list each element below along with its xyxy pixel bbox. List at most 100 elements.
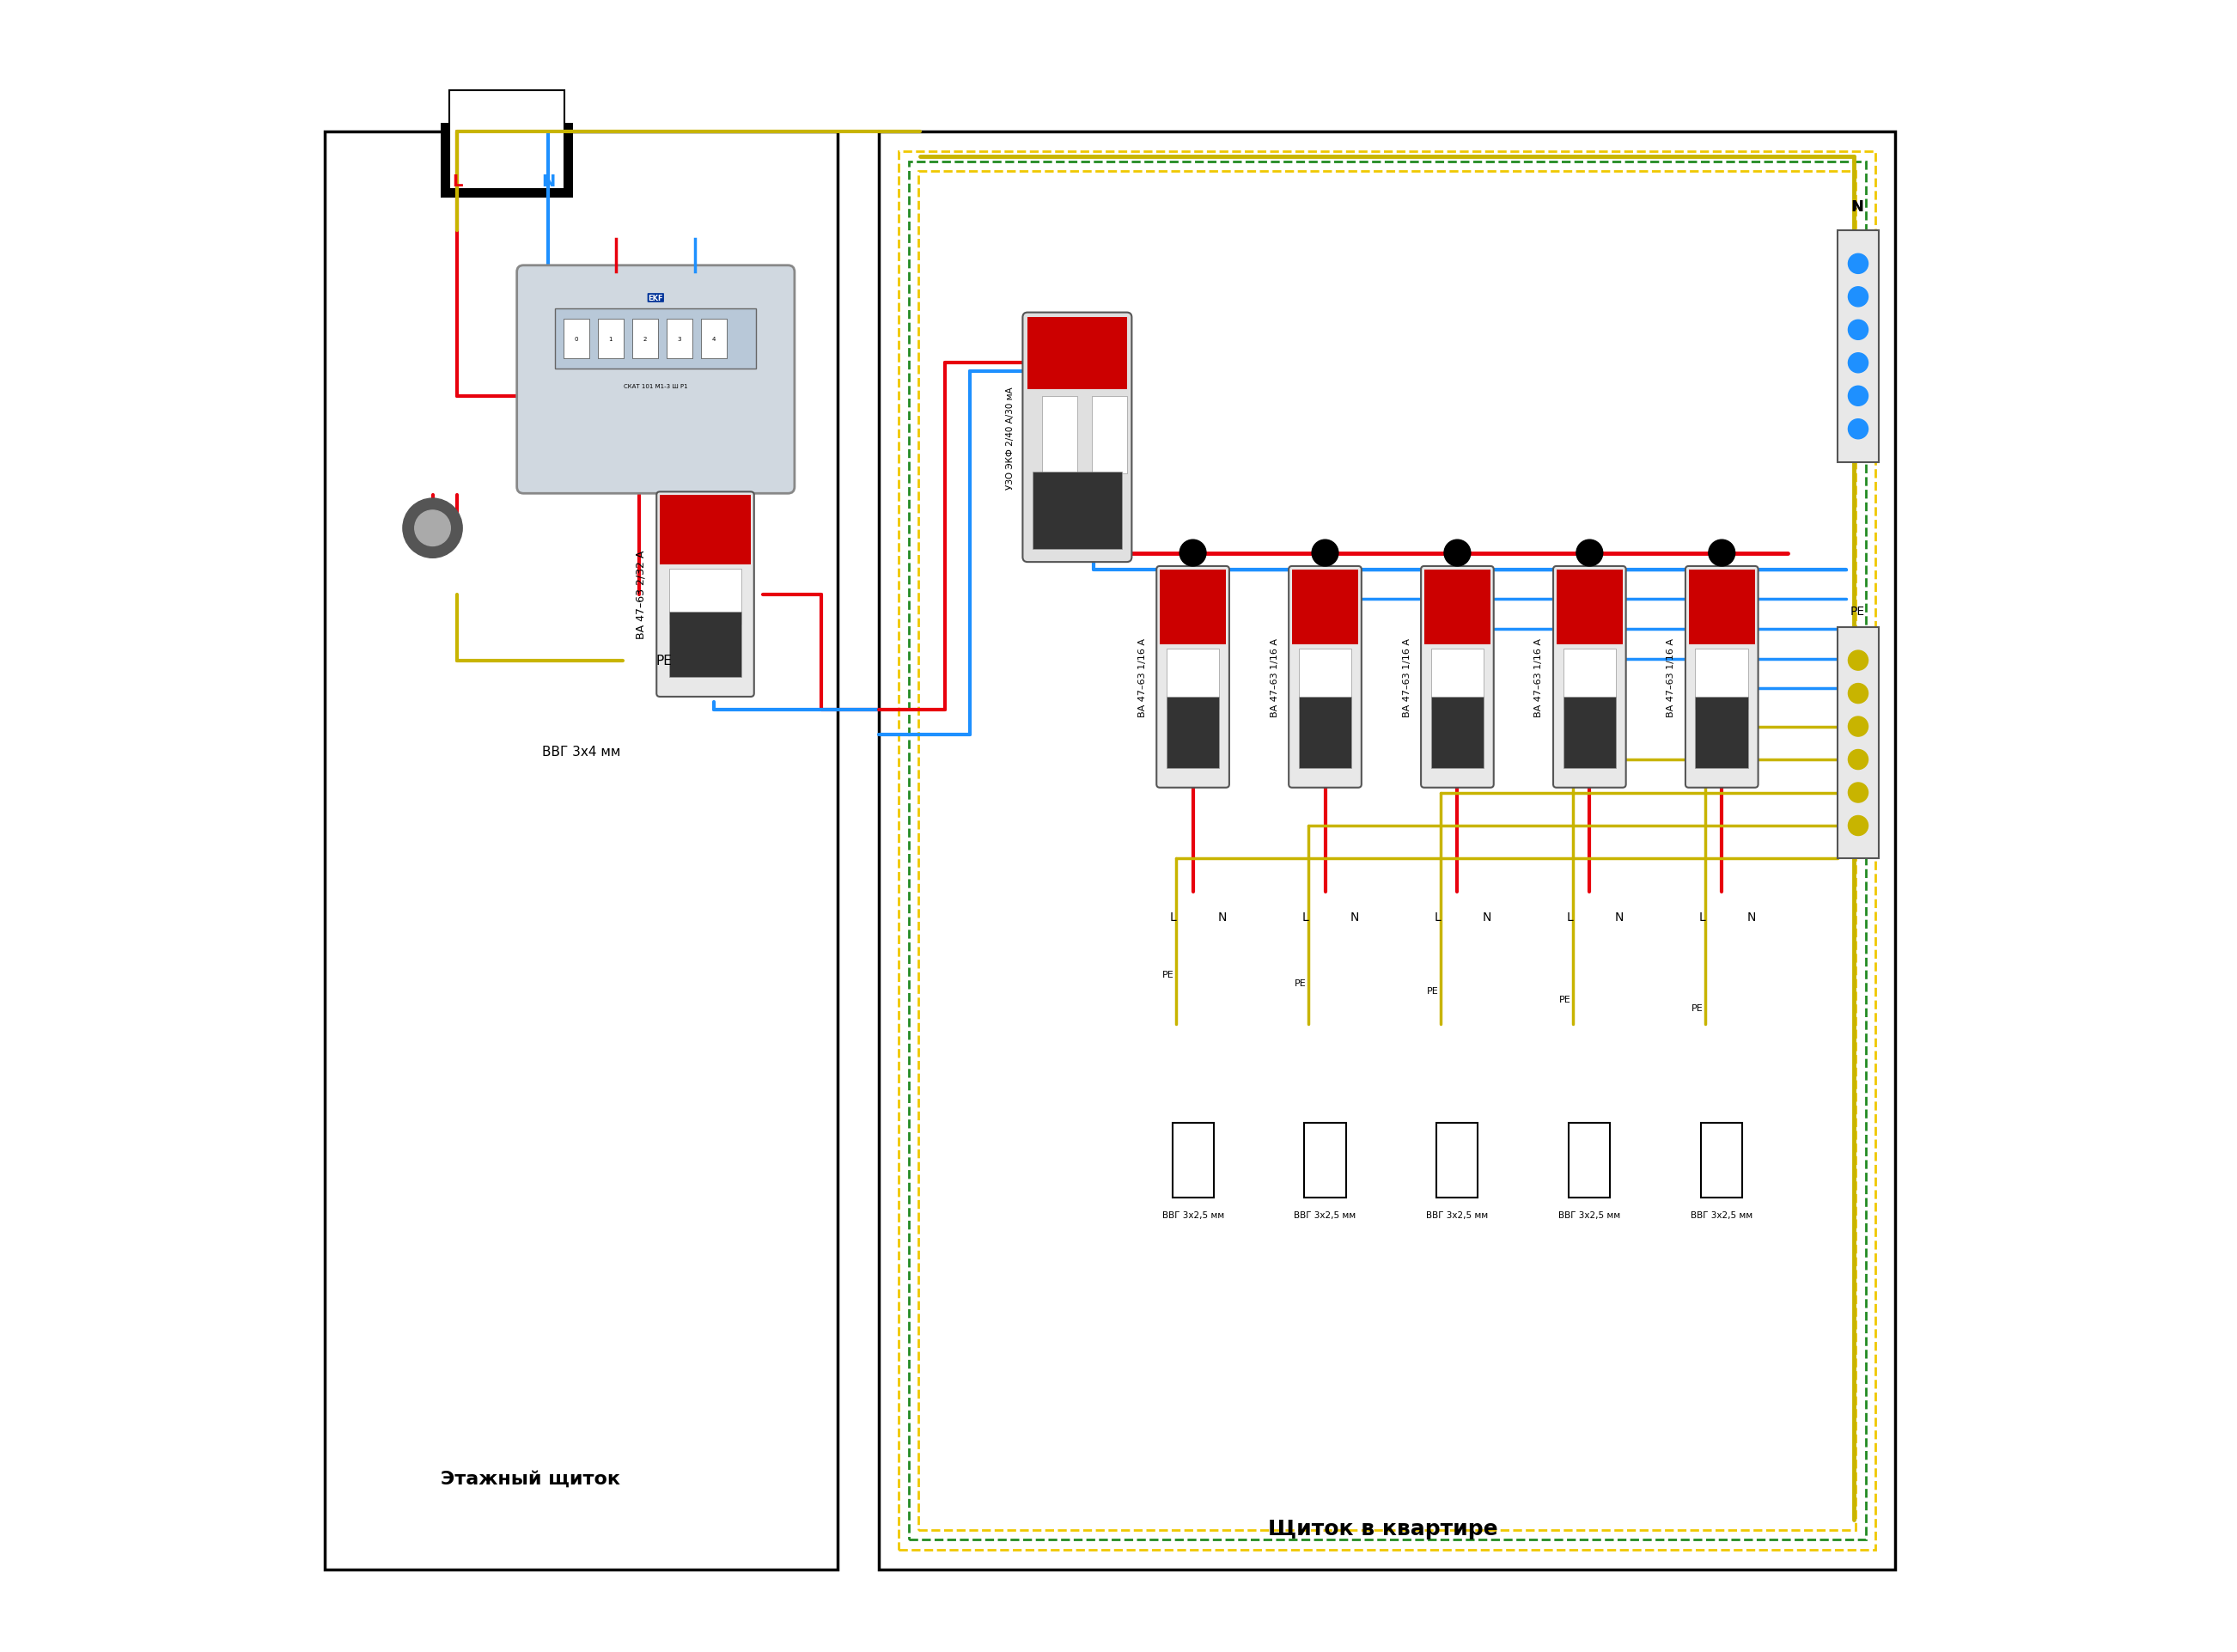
Bar: [1568, 1123, 1611, 1198]
FancyBboxPatch shape: [517, 266, 794, 494]
Text: L: L: [1302, 910, 1309, 923]
Text: PE: PE: [655, 654, 671, 667]
Circle shape: [1179, 540, 1206, 567]
Bar: [1432, 697, 1483, 768]
FancyBboxPatch shape: [655, 492, 754, 697]
FancyBboxPatch shape: [1420, 567, 1494, 788]
Text: EKF: EKF: [649, 294, 664, 302]
Circle shape: [1848, 254, 1868, 274]
Bar: [1033, 472, 1121, 550]
Text: N: N: [541, 173, 555, 190]
Circle shape: [1848, 387, 1868, 406]
Circle shape: [414, 510, 450, 547]
Bar: [324, 132, 837, 1569]
Text: ВВГ 3х2,5 мм: ВВГ 3х2,5 мм: [1161, 1211, 1224, 1219]
Bar: [1293, 570, 1358, 646]
Bar: [879, 132, 1895, 1569]
Bar: [660, 496, 752, 565]
Bar: [555, 309, 756, 370]
Bar: [450, 91, 564, 190]
Text: PE: PE: [1850, 605, 1866, 618]
Circle shape: [1848, 717, 1868, 737]
Bar: [1700, 1123, 1743, 1198]
Bar: [1165, 697, 1219, 768]
Bar: [1425, 570, 1490, 646]
Bar: [1689, 570, 1754, 646]
Text: N: N: [1850, 198, 1863, 215]
Text: N: N: [1483, 910, 1492, 923]
Bar: [1837, 231, 1879, 463]
Bar: [700, 320, 727, 358]
Text: СКАТ 101 М1-3 Ш Р1: СКАТ 101 М1-3 Ш Р1: [624, 383, 687, 388]
Bar: [1696, 697, 1749, 768]
Bar: [441, 124, 573, 198]
Bar: [908, 162, 1866, 1540]
Text: ВА 47–63 1/16 А: ВА 47–63 1/16 А: [1667, 638, 1676, 717]
Text: ВА 47–63 1/16 А: ВА 47–63 1/16 А: [1139, 638, 1148, 717]
Bar: [899, 152, 1875, 1550]
Circle shape: [1848, 816, 1868, 836]
Text: N: N: [1854, 203, 1861, 211]
Text: N: N: [1219, 910, 1228, 923]
Bar: [1027, 317, 1127, 390]
Bar: [1436, 1123, 1479, 1198]
Text: L: L: [1698, 910, 1705, 923]
Circle shape: [403, 499, 463, 558]
FancyBboxPatch shape: [1022, 314, 1132, 563]
Bar: [1837, 628, 1879, 859]
Bar: [1300, 649, 1351, 710]
Text: N: N: [1747, 910, 1756, 923]
Circle shape: [1848, 420, 1868, 439]
Text: ВВГ 3х2,5 мм: ВВГ 3х2,5 мм: [1559, 1211, 1620, 1219]
Text: PE: PE: [1427, 986, 1438, 996]
FancyBboxPatch shape: [1552, 567, 1626, 788]
Circle shape: [1577, 540, 1602, 567]
Bar: [1432, 649, 1483, 710]
Bar: [631, 320, 658, 358]
Text: Щиток в квартире: Щиток в квартире: [1268, 1518, 1499, 1538]
Text: N: N: [1615, 910, 1624, 923]
Bar: [1564, 649, 1615, 710]
Circle shape: [1848, 651, 1868, 671]
Circle shape: [1848, 684, 1868, 704]
Bar: [1564, 697, 1615, 768]
Text: 0: 0: [575, 337, 579, 342]
Bar: [1159, 570, 1226, 646]
Text: ВВГ 3х2,5 мм: ВВГ 3х2,5 мм: [1295, 1211, 1356, 1219]
Circle shape: [1445, 540, 1470, 567]
Bar: [597, 320, 624, 358]
Text: УЗО ЭКФ 2/40 А/30 мА: УЗО ЭКФ 2/40 А/30 мА: [1007, 387, 1013, 489]
Text: 2: 2: [644, 337, 646, 342]
Text: Этажный щиток: Этажный щиток: [441, 1470, 620, 1487]
FancyBboxPatch shape: [1684, 567, 1758, 788]
Bar: [1696, 649, 1749, 710]
Text: L: L: [1170, 910, 1177, 923]
Circle shape: [1848, 320, 1868, 340]
Text: L: L: [1566, 910, 1573, 923]
Text: ВА 47–63 1/16 А: ВА 47–63 1/16 А: [1535, 638, 1544, 717]
Text: 4: 4: [711, 337, 716, 342]
Circle shape: [1311, 540, 1338, 567]
Bar: [1092, 396, 1127, 474]
Text: PE: PE: [1295, 978, 1306, 988]
Text: ВА 47–63 1/16 А: ВА 47–63 1/16 А: [1403, 638, 1412, 717]
Bar: [1172, 1123, 1212, 1198]
Text: N: N: [1351, 910, 1360, 923]
Bar: [1042, 396, 1078, 474]
Text: 1: 1: [608, 337, 613, 342]
FancyBboxPatch shape: [1157, 567, 1230, 788]
Bar: [919, 172, 1857, 1530]
Bar: [1304, 1123, 1347, 1198]
Bar: [669, 568, 743, 624]
Bar: [1300, 697, 1351, 768]
Text: ВА 47–63 2/32 А: ВА 47–63 2/32 А: [635, 550, 646, 639]
Text: PE: PE: [1559, 995, 1570, 1004]
Bar: [450, 91, 564, 190]
Text: L: L: [1434, 910, 1441, 923]
Circle shape: [1848, 783, 1868, 803]
Text: ВА 47–63 1/16 А: ВА 47–63 1/16 А: [1271, 638, 1280, 717]
Circle shape: [1848, 287, 1868, 307]
Circle shape: [1848, 354, 1868, 373]
Bar: [564, 320, 591, 358]
Circle shape: [1709, 540, 1736, 567]
